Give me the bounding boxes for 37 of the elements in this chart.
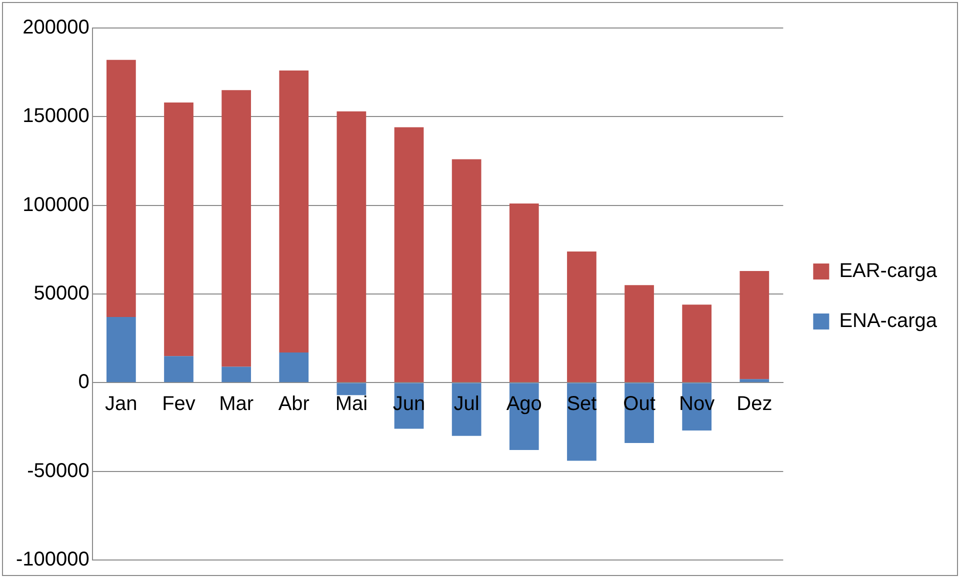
x-tick-label: Fev <box>162 393 196 416</box>
y-tick-label: 0 <box>78 371 90 394</box>
bar <box>740 270 770 380</box>
bar <box>106 317 136 382</box>
bar <box>740 379 770 382</box>
y-tick-label: 100000 <box>22 194 90 216</box>
x-tick-label: Set <box>566 393 598 416</box>
bar <box>279 352 309 382</box>
bar <box>222 90 251 367</box>
bar <box>106 60 136 318</box>
legend-label: EAR-carga <box>839 260 938 282</box>
bar <box>567 251 596 382</box>
bar <box>336 111 366 382</box>
x-tick-label: Jan <box>105 393 138 416</box>
bar <box>336 383 366 396</box>
y-tick-label: 150000 <box>22 105 90 128</box>
y-tick-label: 50000 <box>34 282 90 305</box>
bar <box>279 70 309 353</box>
bar <box>164 102 194 356</box>
bar <box>509 204 539 382</box>
x-tick-label: Jul <box>454 393 480 416</box>
x-tick-label: Mar <box>219 393 254 416</box>
x-tick-label: Mai <box>335 393 368 416</box>
x-tick-label: Abr <box>278 393 310 416</box>
bar <box>394 127 424 382</box>
bar <box>682 304 712 382</box>
y-tick-label: -50000 <box>27 460 90 482</box>
legend-label: ENA-carga <box>839 310 938 332</box>
bar <box>452 383 482 436</box>
y-tick-label: 200000 <box>22 16 90 39</box>
bar <box>567 383 596 461</box>
bar <box>624 285 654 382</box>
y-tick-label: -100000 <box>16 548 90 571</box>
bar <box>452 159 482 382</box>
x-tick-label: Dez <box>736 393 772 416</box>
bar <box>222 366 251 382</box>
bar <box>164 356 194 382</box>
